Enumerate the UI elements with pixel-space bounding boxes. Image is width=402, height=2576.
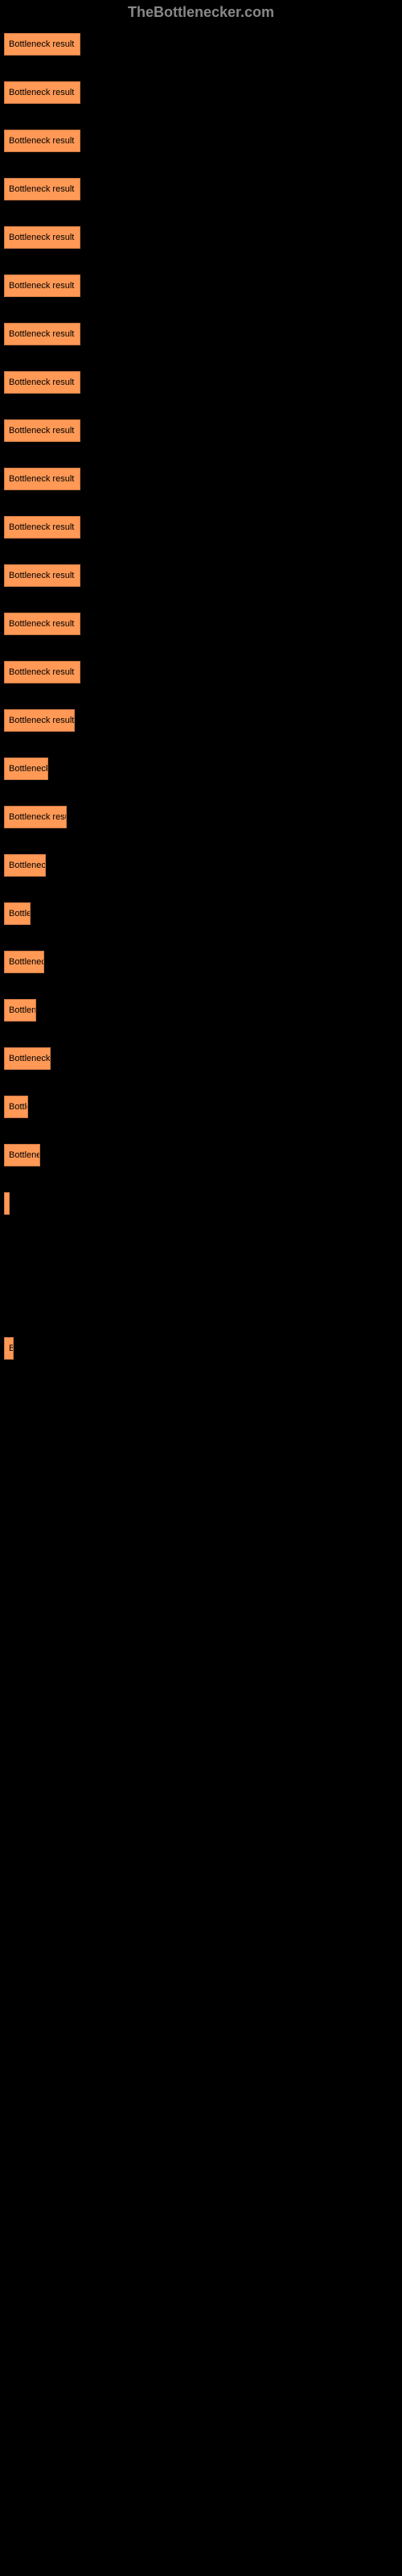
bar-row: Bottleneck result	[4, 33, 398, 56]
bar-row: Bottleneck result	[4, 902, 398, 925]
bar-label: Bottleneck result	[9, 233, 74, 242]
bar-label: Bottleneck result	[9, 957, 44, 967]
bar-row: Bottleneck result	[4, 226, 398, 249]
bar-row: Bottleneck result	[4, 806, 398, 828]
bar-row: Bottleneck result	[4, 275, 398, 297]
site-header: TheBottlenecker.com	[0, 0, 402, 25]
bar-row: Bottleneck result	[4, 854, 398, 877]
bar-row	[4, 1385, 398, 1408]
bar-label: Bottleneck result	[9, 39, 74, 49]
chart-bar: Bottleneck result	[4, 709, 75, 732]
bar-row: Bottleneck result	[4, 371, 398, 394]
chart-bar: Bottleneck result	[4, 419, 80, 442]
chart-bar: Bottleneck result	[4, 178, 80, 200]
chart-bar: Bottleneck result	[4, 323, 80, 345]
bar-label: Bottleneck result	[9, 88, 74, 97]
bar-label: Bottleneck result	[9, 861, 46, 870]
chart-bar: Bottleneck result	[4, 1144, 40, 1166]
bar-row: Bottleneck result	[4, 758, 398, 780]
bar-label: Bottleneck result	[9, 619, 74, 629]
chart-bar: Bottleneck result	[4, 564, 80, 587]
bar-label: Bottleneck result	[9, 909, 31, 919]
bar-row	[4, 1434, 398, 1456]
bar-row: Bottleneck result	[4, 81, 398, 104]
bar-row	[4, 1241, 398, 1263]
site-title: TheBottlenecker.com	[128, 4, 274, 20]
chart-bar: Bottleneck result	[4, 806, 67, 828]
bar-label: Bottleneck result	[9, 1150, 40, 1160]
bar-row	[4, 1289, 398, 1311]
bar-row: Bottleneck result	[4, 1096, 398, 1118]
chart-bar: Bottleneck result	[4, 1096, 28, 1118]
bar-label: Bottleneck result	[9, 136, 74, 146]
bar-label: Bottleneck result	[9, 522, 74, 532]
bar-label: Bottleneck result	[9, 281, 74, 291]
bar-row: Bottleneck result	[4, 419, 398, 442]
bar-row: Bottleneck result	[4, 661, 398, 683]
bar-row: Bottleneck result	[4, 999, 398, 1022]
chart-bar: Bottleneck result	[4, 1337, 14, 1360]
bar-row: Bottleneck result	[4, 1144, 398, 1166]
bar-row: Bottleneck result	[4, 1047, 398, 1070]
bar-row: Bottleneck result	[4, 1337, 398, 1360]
chart-bar: Bottleneck result	[4, 999, 36, 1022]
chart-bar: Bottleneck result	[4, 902, 31, 925]
bar-label: Bottleneck result	[9, 812, 67, 822]
bar-label: Bottleneck result	[9, 378, 74, 387]
bar-label: Bottleneck result	[9, 1054, 51, 1063]
bar-chart: Bottleneck result Bottleneck result Bottle…	[0, 25, 402, 1490]
chart-bar: Bottleneck result	[4, 613, 80, 635]
chart-bar: Bottleneck result	[4, 758, 48, 780]
chart-bar: Bottleneck result	[4, 951, 44, 973]
chart-bar: B	[4, 1192, 10, 1215]
bar-row: Bottleneck result	[4, 178, 398, 200]
bar-label: Bottleneck result	[9, 571, 74, 580]
bar-row: Bottleneck result	[4, 468, 398, 490]
bar-label: Bottleneck result	[9, 1005, 36, 1015]
chart-bar: Bottleneck result	[4, 468, 80, 490]
bar-row: Bottleneck result	[4, 951, 398, 973]
chart-bar: Bottleneck result	[4, 33, 80, 56]
bar-label: Bottleneck result	[9, 426, 74, 436]
bar-row: Bottleneck result	[4, 516, 398, 539]
chart-bar: Bottleneck result	[4, 661, 80, 683]
bar-row: Bottleneck result	[4, 323, 398, 345]
bar-label: Bottleneck result	[9, 184, 74, 194]
chart-bar: Bottleneck result	[4, 854, 46, 877]
chart-bar: Bottleneck result	[4, 130, 80, 152]
bar-row: Bottleneck result	[4, 130, 398, 152]
bar-row: Bottleneck result	[4, 613, 398, 635]
bar-row: B	[4, 1192, 398, 1215]
bar-row: Bottleneck result	[4, 564, 398, 587]
chart-bar: Bottleneck result	[4, 516, 80, 539]
bar-label: Bottleneck result	[9, 667, 74, 677]
chart-bar: Bottleneck result	[4, 371, 80, 394]
bar-label: B	[9, 1199, 10, 1208]
bar-label: Bottleneck result	[9, 716, 74, 725]
chart-bar: Bottleneck result	[4, 81, 80, 104]
bar-label: Bottleneck result	[9, 1344, 14, 1353]
bar-label: Bottleneck result	[9, 474, 74, 484]
chart-bar: Bottleneck result	[4, 275, 80, 297]
chart-bar: Bottleneck result	[4, 226, 80, 249]
chart-bar: Bottleneck result	[4, 1047, 51, 1070]
bar-label: Bottleneck result	[9, 1102, 28, 1112]
bar-row: Bottleneck result	[4, 709, 398, 732]
bar-label: Bottleneck result	[9, 329, 74, 339]
bar-label: Bottleneck result	[9, 764, 48, 774]
